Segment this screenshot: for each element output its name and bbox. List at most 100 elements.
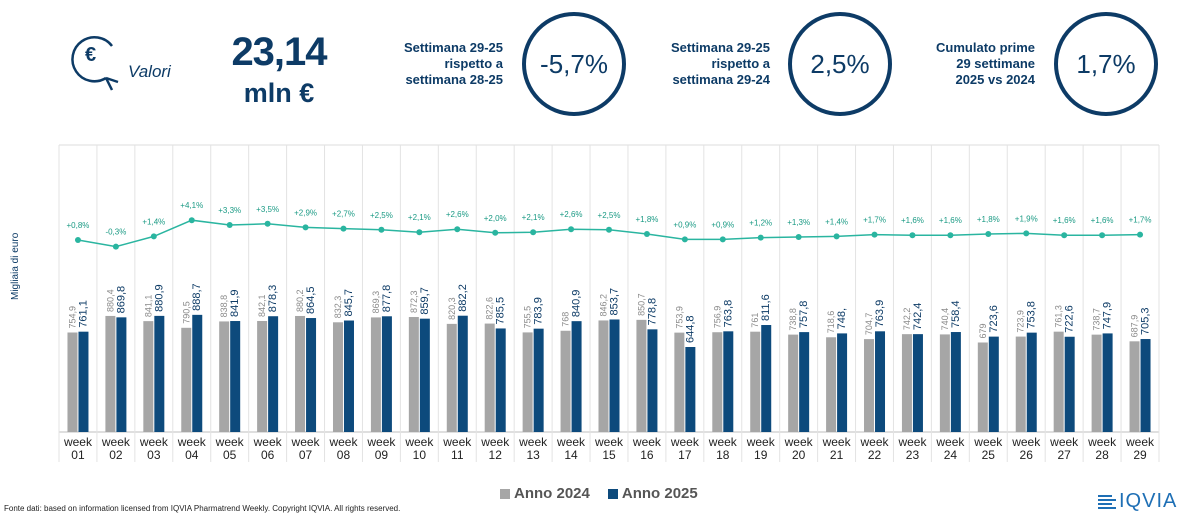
x-tick-label-number: 18 xyxy=(716,448,730,462)
kpi-1-line-1: Settimana 29-25 xyxy=(404,40,503,55)
legend-item-2025: Anno 2025 xyxy=(607,485,698,502)
growth-point xyxy=(264,220,271,227)
x-tick-label-number: 27 xyxy=(1057,448,1071,462)
bar-2025 xyxy=(116,317,127,432)
bar-label-2025: 757,8 xyxy=(798,301,810,329)
bar-2025 xyxy=(571,321,582,432)
kpi-1-line-3: settimana 28-25 xyxy=(405,72,503,87)
bar-label-2025: 869,8 xyxy=(115,286,127,314)
bar-label-2024: 841,1 xyxy=(143,295,153,318)
growth-label: +1,4% xyxy=(142,217,165,226)
x-tick-label-number: 10 xyxy=(413,448,427,462)
x-tick-label: week xyxy=(328,435,358,449)
bar-label-2025: 811,6 xyxy=(760,294,772,321)
growth-point xyxy=(112,243,119,250)
bar-label-2025: 878,3 xyxy=(267,285,279,313)
x-tick-label: week xyxy=(670,435,700,449)
bar-label-2024: 704,7 xyxy=(864,313,874,336)
bar-2024 xyxy=(598,320,609,432)
bar-2024 xyxy=(105,315,116,432)
growth-point xyxy=(568,226,575,233)
x-tick-label: week xyxy=(746,435,776,449)
bar-2025 xyxy=(381,316,392,432)
bar-label-2025: 722,6 xyxy=(1064,305,1076,333)
x-tick-label: week xyxy=(101,435,131,449)
bar-label-2025: 840,9 xyxy=(571,290,583,318)
bar-label-2024: 820,3 xyxy=(447,297,457,320)
growth-point xyxy=(492,229,499,236)
bar-2025 xyxy=(1064,336,1075,432)
x-tick-label: week xyxy=(480,435,510,449)
x-tick-label: week xyxy=(708,435,738,449)
iqvia-logo: IQVIA xyxy=(1098,490,1177,513)
growth-label: +1,7% xyxy=(1129,216,1152,225)
x-tick-label: week xyxy=(784,435,814,449)
growth-label: +2,9% xyxy=(294,208,317,217)
bar-label-2025: 723,6 xyxy=(988,305,1000,333)
bar-2025 xyxy=(912,334,923,432)
bar-2025 xyxy=(875,331,886,432)
bar-label-2025: 880,9 xyxy=(153,284,165,312)
growth-label: +2,5% xyxy=(370,211,393,220)
bar-label-2025: 763,8 xyxy=(722,300,734,328)
bar-label-2025: 864,5 xyxy=(305,287,317,315)
bar-label-2024: 687,9 xyxy=(1130,315,1140,338)
x-tick-label-number: 24 xyxy=(944,448,958,462)
kpi-3-line-3: 2025 vs 2024 xyxy=(955,72,1035,87)
growth-label: +2,6% xyxy=(446,210,469,219)
x-tick-label-number: 26 xyxy=(1020,448,1034,462)
bar-label-2024: 738,8 xyxy=(788,308,798,331)
growth-label: +2,0% xyxy=(484,214,507,223)
x-tick-label-number: 15 xyxy=(602,448,616,462)
x-tick-label: week xyxy=(291,435,321,449)
x-tick-label: week xyxy=(215,435,245,449)
bar-label-2024: 738,7 xyxy=(1092,308,1102,331)
bar-label-2024: 742,2 xyxy=(902,308,912,331)
x-tick-label-number: 11 xyxy=(451,448,464,462)
growth-point xyxy=(909,232,916,239)
x-tick-label: week xyxy=(973,435,1003,449)
x-tick-label-number: 16 xyxy=(640,448,654,462)
bar-label-2025: 841,9 xyxy=(229,289,241,317)
bar-label-2024: 850,7 xyxy=(636,293,646,316)
kpi-3-line-2: 29 settimane xyxy=(956,56,1035,71)
growth-point xyxy=(1099,232,1106,239)
x-tick-label-number: 14 xyxy=(564,448,578,462)
growth-label: +2,1% xyxy=(522,213,545,222)
bar-label-2024: 880,2 xyxy=(295,289,305,312)
bar-label-2024: 838,8 xyxy=(219,295,229,318)
bar-label-2024: 761,3 xyxy=(1054,305,1064,328)
bar-label-2025: 853,7 xyxy=(609,288,621,316)
x-tick-label-number: 08 xyxy=(337,448,351,462)
bar-2025 xyxy=(154,315,165,432)
kpi-2-line-1: Settimana 29-25 xyxy=(671,40,770,55)
kpi-1-text: Settimana 29-25 rispetto a settimana 28-… xyxy=(380,40,503,88)
bar-label-2024: 753,9 xyxy=(674,306,684,329)
x-tick-label: week xyxy=(404,435,434,449)
x-tick-label-number: 09 xyxy=(375,448,389,462)
bar-2024 xyxy=(939,334,950,432)
total-value: 23,14 xyxy=(231,30,327,74)
x-tick-label: week xyxy=(897,435,927,449)
x-tick-label: week xyxy=(1087,435,1117,449)
x-tick-label: week xyxy=(935,435,965,449)
bar-2025 xyxy=(799,332,810,432)
bar-label-2024: 869,3 xyxy=(371,291,381,314)
kpi-2-value: 2,5% xyxy=(810,48,870,79)
bar-2025 xyxy=(837,333,848,432)
growth-point xyxy=(378,226,385,233)
bar-label-2025: 877,8 xyxy=(381,285,393,313)
kpi-1-line-2: rispetto a xyxy=(444,56,503,71)
bar-label-2025: 761,1 xyxy=(77,300,89,328)
x-tick-label-number: 22 xyxy=(868,448,882,462)
legend-swatch-2025 xyxy=(607,489,618,500)
growth-label: +2,1% xyxy=(408,213,431,222)
growth-point xyxy=(226,222,233,228)
growth-label: +1,7% xyxy=(863,216,886,225)
bar-label-2024: 723,9 xyxy=(1016,310,1026,333)
bar-label-2024: 846,2 xyxy=(599,294,609,317)
legend-item-2024: Anno 2024 xyxy=(500,485,590,502)
bar-label-2024: 754,9 xyxy=(67,306,77,329)
bar-label-2025: 882,2 xyxy=(457,284,469,312)
growth-label: +1,8% xyxy=(635,215,658,224)
